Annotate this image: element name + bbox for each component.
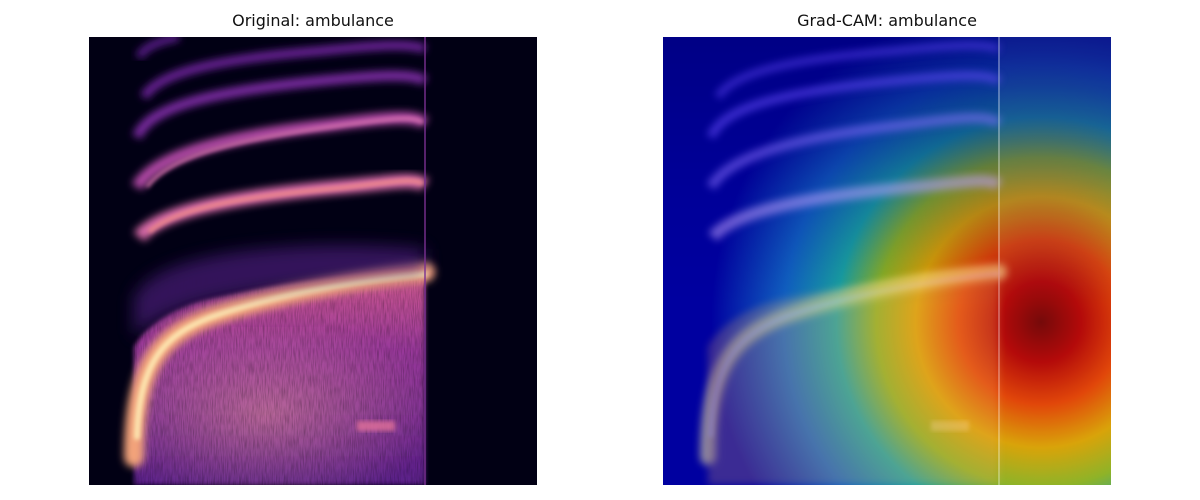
gradcam-panel-title: Grad-CAM: ambulance — [797, 11, 977, 30]
original-panel-title: Original: ambulance — [232, 11, 394, 30]
gradcam-overlay-image — [663, 37, 1111, 485]
overlay-spectrogram-structure — [700, 37, 1007, 485]
original-spectrogram-image — [89, 37, 537, 485]
spectrogram-content — [124, 37, 435, 485]
